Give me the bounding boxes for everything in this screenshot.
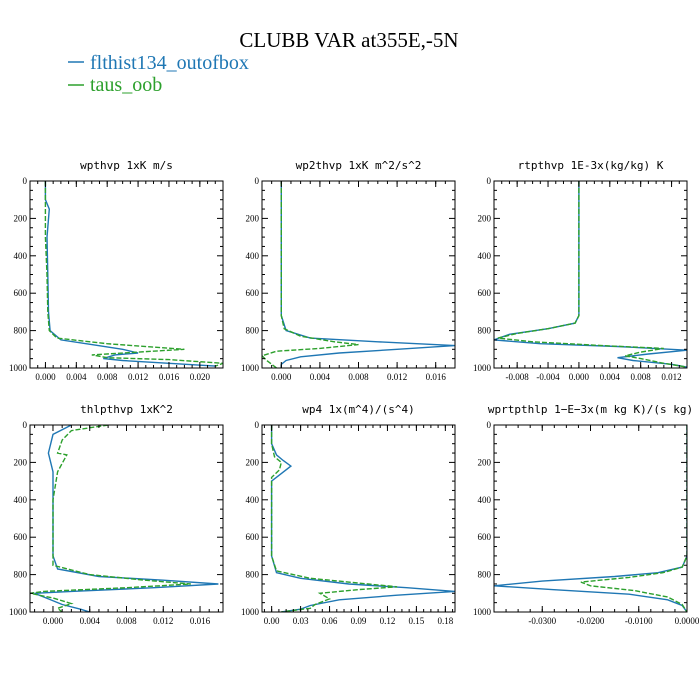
x-tick-label: 0.012 bbox=[153, 616, 173, 626]
y-tick-label: 600 bbox=[246, 288, 260, 298]
x-tick-label: 0.000 bbox=[569, 372, 590, 382]
x-tick-label: 0.18 bbox=[437, 616, 453, 626]
chart-panel-6: wprtpthlp 1−E−3x(m kg K)/(s kg) 0 200 400 60… bbox=[473, 403, 700, 626]
y-tick-label: 0 bbox=[23, 420, 28, 430]
series-line-taus-oob bbox=[580, 425, 687, 612]
x-tick-label: 0.008 bbox=[116, 616, 137, 626]
panel-title: rtpthvp 1E-3x(kg/kg) K bbox=[518, 159, 664, 172]
x-tick-label: -0.008 bbox=[506, 372, 530, 382]
chart-panel-1: wpthvp 1xK m/s 0 200 400 600 800 1000 0.000 0.00… bbox=[9, 159, 224, 382]
x-tick-label: 0.000 bbox=[43, 616, 64, 626]
y-tick-label: 0 bbox=[255, 176, 260, 186]
y-tick-label: 600 bbox=[14, 288, 28, 298]
series-line-flthist134-outofbox bbox=[44, 181, 216, 367]
x-tick-label: 0.15 bbox=[409, 616, 425, 626]
figure-title: CLUBB VAR at355E,-5N bbox=[239, 28, 458, 52]
y-tick-label: 1000 bbox=[9, 607, 28, 617]
x-tick-label: 0.09 bbox=[351, 616, 367, 626]
x-tick-label: 0.12 bbox=[380, 616, 396, 626]
y-tick-label: 200 bbox=[478, 457, 492, 467]
y-tick-label: 200 bbox=[14, 213, 28, 223]
y-tick-label: 800 bbox=[246, 570, 260, 580]
x-tick-label: 0.008 bbox=[631, 372, 652, 382]
y-tick-label: 800 bbox=[14, 326, 28, 336]
panel-title: wpthvp 1xK m/s bbox=[80, 159, 173, 172]
y-tick-label: 200 bbox=[14, 457, 28, 467]
panel-title: wp4 1x(m^4)/(s^4) bbox=[302, 403, 415, 416]
x-tick-label: -0.0300 bbox=[528, 616, 556, 626]
y-tick-label: 600 bbox=[478, 532, 492, 542]
x-tick-label: 0.012 bbox=[661, 372, 681, 382]
y-tick-label: 0 bbox=[487, 420, 492, 430]
x-tick-label: 0.06 bbox=[322, 616, 338, 626]
y-tick-label: 400 bbox=[14, 495, 28, 505]
x-tick-label: -0.004 bbox=[536, 372, 560, 382]
y-tick-label: 800 bbox=[246, 326, 260, 336]
x-tick-label: 0.03 bbox=[293, 616, 309, 626]
x-tick-label: 0.000 bbox=[35, 372, 56, 382]
x-tick-label: 0.004 bbox=[80, 616, 101, 626]
y-tick-label: 1000 bbox=[241, 363, 260, 373]
x-tick-label: -0.0200 bbox=[577, 616, 605, 626]
x-tick-label: 0.020 bbox=[190, 372, 211, 382]
series-line-taus-oob bbox=[497, 181, 687, 368]
y-tick-label: 400 bbox=[478, 495, 492, 505]
y-tick-label: 600 bbox=[478, 288, 492, 298]
y-tick-label: 1000 bbox=[241, 607, 260, 617]
y-tick-label: 600 bbox=[246, 532, 260, 542]
y-tick-label: 1000 bbox=[9, 363, 28, 373]
x-tick-label: 0.004 bbox=[66, 372, 87, 382]
x-tick-label: 0.008 bbox=[97, 372, 118, 382]
series-line-flthist134-outofbox bbox=[494, 425, 687, 612]
y-tick-label: 0 bbox=[23, 176, 28, 186]
legend-label-taus-oob: taus_oob bbox=[90, 74, 162, 96]
x-tick-label: 0.012 bbox=[387, 372, 407, 382]
series-line-taus-oob bbox=[270, 425, 398, 612]
chart-panel-5: wp4 1x(m^4)/(s^4) 0 200 400 600 800 1000 0.00 0.… bbox=[241, 403, 456, 626]
series-line-taus-oob bbox=[30, 425, 191, 612]
y-tick-label: 0 bbox=[487, 176, 492, 186]
series-line-taus-oob bbox=[262, 181, 359, 368]
y-tick-label: 1000 bbox=[473, 363, 492, 373]
y-tick-label: 400 bbox=[14, 251, 28, 261]
y-tick-label: 800 bbox=[478, 326, 492, 336]
y-tick-label: 200 bbox=[246, 457, 260, 467]
x-tick-label: 0.016 bbox=[159, 372, 180, 382]
y-tick-label: 1000 bbox=[473, 607, 492, 617]
legend-label-flthist134: flthist134_outofbox bbox=[90, 52, 249, 74]
y-tick-label: 800 bbox=[14, 570, 28, 580]
chart-panel-2: wp2thvp 1xK m^2/s^2 0 200 400 600 800 1000 0.00… bbox=[241, 159, 456, 382]
chart-panel-4: thlpthvp 1xK^2 0 200 400 600 800 1000 0.000 0.00… bbox=[9, 403, 224, 626]
series-line-flthist134-outofbox bbox=[34, 425, 219, 612]
x-tick-label: 0.00 bbox=[264, 616, 280, 626]
panel-title: thlpthvp 1xK^2 bbox=[80, 403, 173, 416]
y-tick-label: 400 bbox=[246, 251, 260, 261]
y-tick-label: 400 bbox=[478, 251, 492, 261]
panel-title: wprtpthlp 1−E−3x(m kg K)/(s kg) bbox=[488, 403, 693, 416]
x-tick-label: 0.004 bbox=[600, 372, 621, 382]
chart-panel-3: rtpthvp 1E-3x(kg/kg) K 0 200 400 600 800 1000 -… bbox=[473, 159, 688, 382]
y-tick-label: 0 bbox=[255, 420, 260, 430]
x-tick-label: 0.012 bbox=[128, 372, 148, 382]
y-tick-label: 400 bbox=[246, 495, 260, 505]
x-tick-label: 0.016 bbox=[426, 372, 447, 382]
legend: flthist134_outofbox taus_oob bbox=[68, 52, 249, 96]
x-tick-label: 0.000 bbox=[271, 372, 292, 382]
x-tick-label: -0.0100 bbox=[625, 616, 653, 626]
x-tick-label: 0.008 bbox=[348, 372, 369, 382]
panel-title: wp2thvp 1xK m^2/s^2 bbox=[296, 159, 422, 172]
y-tick-label: 600 bbox=[14, 532, 28, 542]
x-tick-label: 0.0000 bbox=[675, 616, 700, 626]
series-line-flthist134-outofbox bbox=[270, 425, 455, 612]
y-tick-label: 800 bbox=[478, 570, 492, 580]
series-line-taus-oob bbox=[44, 181, 223, 367]
y-tick-label: 200 bbox=[478, 213, 492, 223]
y-tick-label: 200 bbox=[246, 213, 260, 223]
x-tick-label: 0.004 bbox=[310, 372, 331, 382]
x-tick-label: 0.016 bbox=[190, 616, 211, 626]
